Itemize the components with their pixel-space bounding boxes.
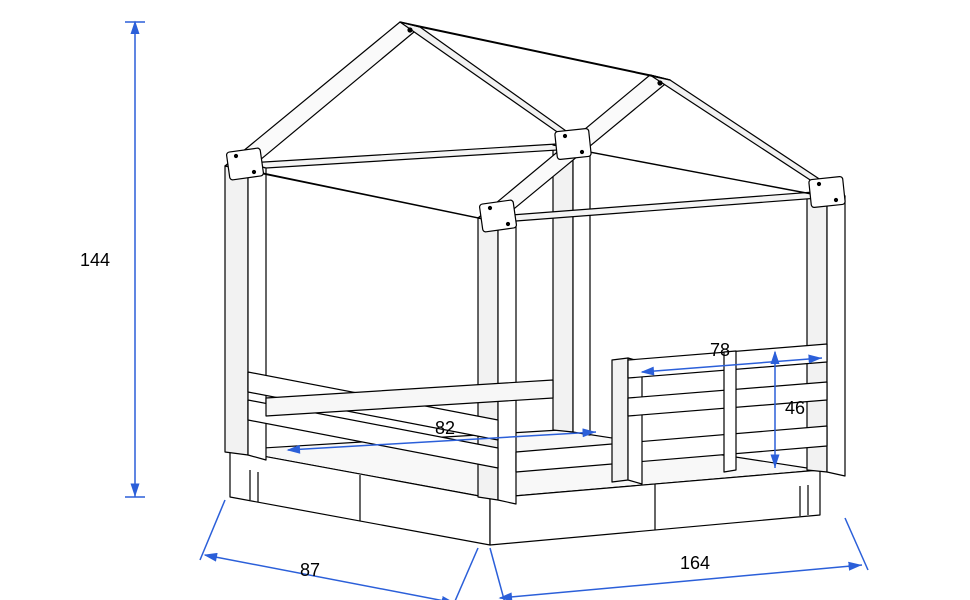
dim-label-46: 46 — [785, 398, 805, 419]
dim-depth — [205, 555, 455, 600]
dim-label-78: 78 — [710, 340, 730, 361]
dim-label-length: 164 — [680, 553, 710, 574]
bed-frame — [225, 22, 845, 545]
dim-label-82: 82 — [435, 418, 455, 439]
dim-label-depth: 87 — [300, 560, 320, 581]
dim-label-height: 144 — [80, 250, 110, 271]
bed-diagram — [0, 0, 970, 600]
